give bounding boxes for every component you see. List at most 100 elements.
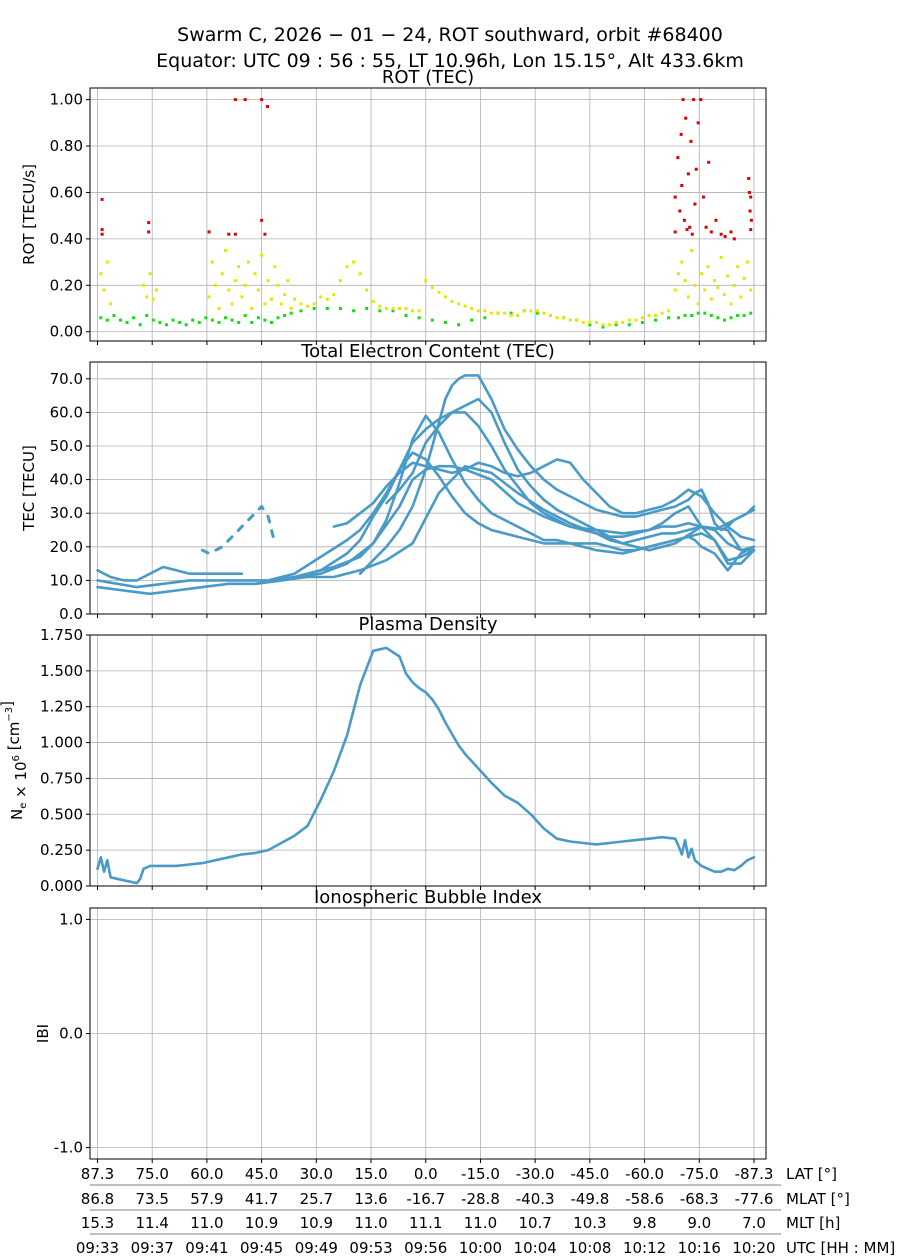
rot-point-medium: [220, 272, 224, 276]
x-tick-label: -60.0: [625, 1165, 664, 1183]
y-tick-label: 10.0: [50, 571, 83, 589]
tec-arc-9: [332, 458, 756, 542]
rot-point-medium: [443, 295, 447, 299]
rot-point-high: [696, 121, 700, 125]
rot-point-medium: [240, 295, 244, 299]
rot-point-medium: [391, 307, 395, 311]
rot-point-low: [535, 311, 539, 315]
rot-point-medium: [706, 265, 710, 269]
rot-point-low: [729, 316, 733, 320]
rot-point-medium: [273, 265, 277, 269]
rot-point-medium: [155, 288, 159, 292]
rot-point-low: [601, 325, 605, 329]
rot-point-medium: [726, 274, 730, 278]
rot-point-low: [683, 313, 687, 317]
rot-point-medium: [289, 307, 293, 311]
x-tick-label: 09:56: [404, 1239, 447, 1257]
x-tick-label: 30.0: [300, 1165, 333, 1183]
rot-point-low: [151, 318, 155, 322]
x-tick-label: 15.3: [81, 1214, 114, 1232]
y-tick-label: 1.500: [40, 662, 83, 680]
rot-point-medium: [352, 260, 356, 264]
x-tick-label: -87.3: [735, 1165, 774, 1183]
rot-point-medium: [378, 304, 382, 308]
rot-point-medium: [476, 309, 480, 313]
y-tick-label: 0.40: [50, 230, 83, 248]
rot-point-high: [699, 98, 703, 102]
rot-point-medium: [739, 295, 743, 299]
rot-point-low: [696, 311, 700, 315]
panel-title: ROT (TEC): [382, 67, 474, 88]
rot-point-high: [243, 98, 247, 102]
rot-point-low: [99, 316, 103, 320]
rot-point-low: [614, 323, 618, 327]
rot-point-low: [654, 318, 658, 322]
y-tick-label: 0.60: [50, 183, 83, 201]
y-tick-label: 1.000: [40, 734, 83, 752]
rot-point-medium: [621, 320, 625, 324]
rot-point-medium: [312, 302, 316, 306]
rot-point-medium: [325, 297, 329, 301]
x-tick-label: -30.0: [516, 1165, 555, 1183]
rot-point-low: [171, 318, 175, 322]
tec-fragments: [201, 505, 277, 555]
rot-point-medium: [210, 260, 214, 264]
rot-point-low: [457, 323, 461, 327]
rot-point-medium: [463, 304, 467, 308]
rot-point-low: [269, 320, 273, 324]
x-tick-label: -28.8: [461, 1190, 500, 1208]
rot-point-medium: [522, 309, 526, 313]
x-tick-label: 75.0: [136, 1165, 169, 1183]
rot-point-medium: [749, 288, 753, 292]
x-tick-label: -77.6: [735, 1190, 774, 1208]
x-tick-label: 9.0: [687, 1214, 711, 1232]
rot-point-medium: [250, 307, 254, 311]
rot-point-medium: [716, 286, 720, 290]
rot-point-low: [178, 320, 182, 324]
x-tick-label: -58.6: [625, 1190, 664, 1208]
rot-point-medium: [411, 309, 415, 313]
rot-point-medium: [680, 260, 684, 264]
rot-point-medium: [696, 302, 700, 306]
rot-point-medium: [404, 307, 408, 311]
y-tick-label: 1.00: [50, 91, 83, 109]
rot-point-medium: [745, 260, 749, 264]
rot-point-low: [742, 313, 746, 317]
rot-point-medium: [729, 302, 733, 306]
x-tick-label: 10:16: [678, 1239, 721, 1257]
density-Ne: [96, 646, 756, 885]
y-tick-label: 0.750: [40, 769, 83, 787]
y-tick-label: 60.0: [50, 403, 83, 421]
rot-point-high: [709, 230, 713, 234]
rot-point-high: [679, 132, 683, 136]
y-tick-label: 1.750: [40, 626, 83, 644]
rot-point-medium: [548, 313, 552, 317]
rot-point-medium: [489, 311, 493, 315]
x-tick-label: 57.9: [190, 1190, 223, 1208]
y-tick-label: 0.20: [50, 276, 83, 294]
y-tick-label: 0.250: [40, 841, 83, 859]
y-axis-label: IBI: [34, 1024, 52, 1043]
panel-title: Plasma Density: [359, 614, 498, 635]
rot-point-medium: [509, 313, 513, 317]
y-tick-label: 50.0: [50, 437, 83, 455]
x-tick-label: 10.7: [518, 1214, 551, 1232]
x-tick-label: 41.7: [245, 1190, 278, 1208]
plot-frame: [89, 87, 767, 342]
rot-point-high: [748, 209, 752, 213]
rot-point-high: [100, 228, 104, 232]
rot-point-low: [145, 313, 149, 317]
y-tick-label: 1.0: [59, 910, 83, 928]
rot-point-medium: [260, 253, 264, 257]
rot-point-medium: [693, 283, 697, 287]
rot-point-high: [729, 230, 733, 234]
rot-point-high: [707, 160, 711, 164]
y-tick-label: 0.000: [40, 877, 83, 895]
x-tick-label: 09:37: [131, 1239, 174, 1257]
rot-point-medium: [713, 279, 717, 283]
rot-point-medium: [703, 288, 707, 292]
rot-point-medium: [677, 272, 681, 276]
x-tick-label: 0.0: [414, 1165, 438, 1183]
rot-point-medium: [214, 283, 218, 287]
rot-point-medium: [555, 316, 559, 320]
